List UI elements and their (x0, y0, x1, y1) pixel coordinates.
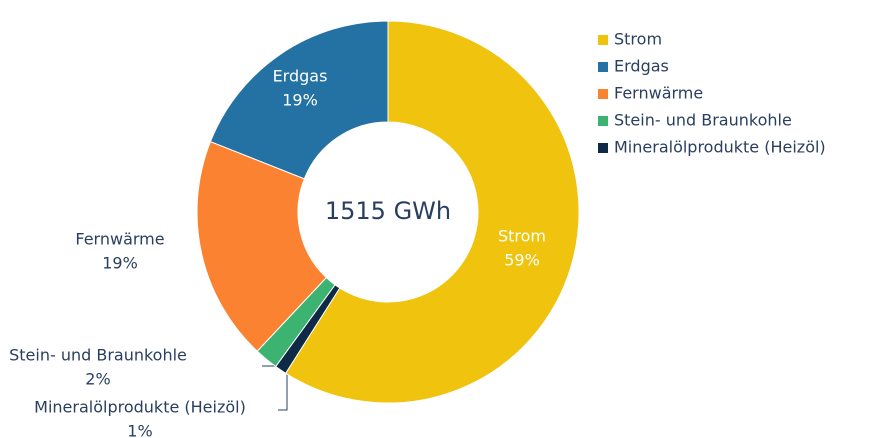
legend-label: Mineralölprodukte (Heizöl) (614, 138, 826, 157)
legend-swatch (598, 62, 608, 72)
segment-label: Mineralölprodukte (Heizöl) (34, 398, 246, 417)
legend-label: Fernwärme (614, 84, 703, 103)
legend-swatch (598, 116, 608, 126)
donut-segment (284, 20, 580, 404)
segment-label: Erdgas (273, 67, 328, 86)
legend-swatch (598, 89, 608, 99)
legend-label: Erdgas (614, 57, 669, 76)
donut-segment (196, 141, 328, 352)
segment-label: Strom (498, 227, 546, 246)
legend-label: Strom (614, 30, 662, 49)
segment-value-label: 59% (504, 251, 540, 270)
segment-value-label: 2% (85, 370, 110, 389)
segment-label: Fernwärme (75, 230, 164, 249)
donut-segment (275, 284, 341, 374)
legend-swatch (598, 35, 608, 45)
legend-label: Stein- und Braunkohle (614, 111, 792, 130)
segment-value-label: 19% (282, 91, 318, 110)
leader-line (262, 365, 288, 411)
segment-value-label: 19% (102, 254, 138, 273)
legend-swatch (598, 143, 608, 153)
center-text: 1515 GWh (325, 197, 451, 225)
segment-label: Stein- und Braunkohle (9, 346, 187, 365)
segment-value-label: 1% (127, 422, 152, 438)
donut-segment (209, 20, 389, 180)
